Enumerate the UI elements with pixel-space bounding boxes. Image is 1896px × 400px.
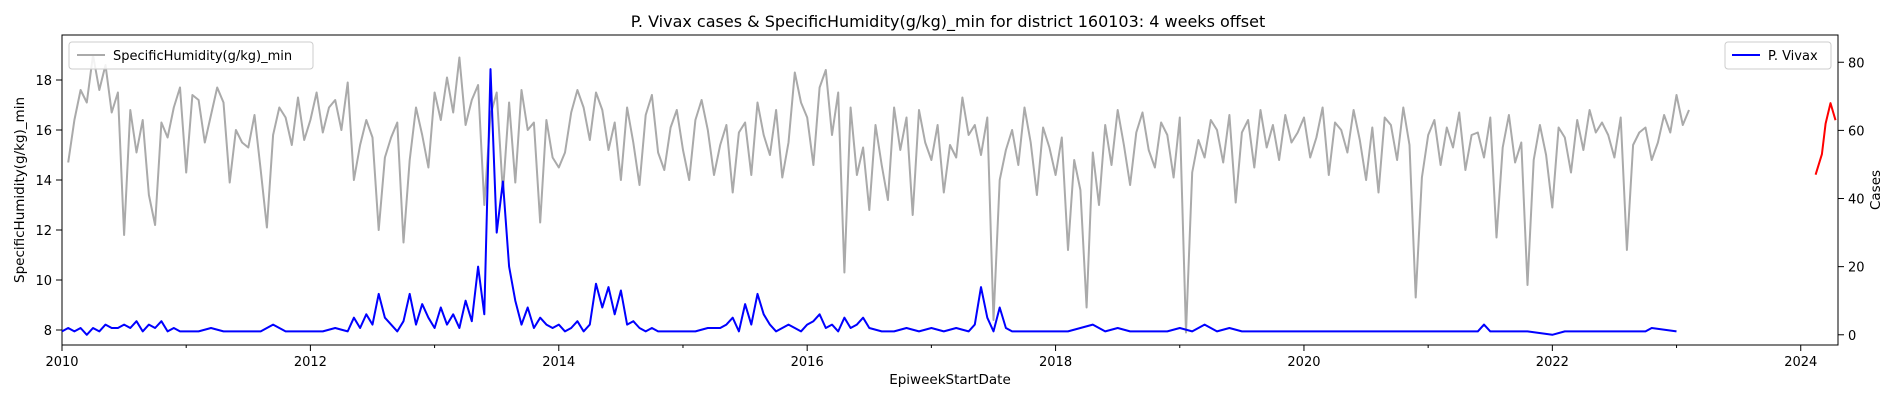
y-left-axis-title: SpecificHumidity(g/kg)_min bbox=[12, 97, 28, 283]
plot-frame bbox=[61, 34, 1839, 346]
cases-series-layer bbox=[61, 68, 1677, 336]
x-tick-label: 2024 bbox=[1784, 355, 1817, 370]
chart-title: P. Vivax cases & SpecificHumidity(g/kg)_… bbox=[631, 12, 1266, 32]
x-tick-label: 2014 bbox=[542, 355, 575, 370]
x-tick-label: 2012 bbox=[294, 355, 327, 370]
y-right-tick-label: 60 bbox=[1848, 124, 1865, 139]
y-right-tick-label: 80 bbox=[1848, 56, 1865, 71]
y-left-tick-label: 16 bbox=[35, 124, 52, 139]
x-tick-label: 2022 bbox=[1536, 355, 1569, 370]
legend-humidity-label: SpecificHumidity(g/kg)_min bbox=[113, 49, 292, 64]
humidity-line bbox=[67, 54, 1690, 334]
x-axis: 2010 2012 2014 2016 2018 2020 2022 2024 bbox=[45, 345, 1817, 370]
y-left-tick-label: 14 bbox=[35, 174, 52, 189]
plot-area bbox=[61, 34, 1839, 346]
x-axis-title: EpiweekStartDate bbox=[889, 372, 1011, 388]
y-left-tick-label: 10 bbox=[35, 274, 52, 289]
y-right-axis: 0 20 40 60 80 bbox=[1838, 56, 1865, 344]
x-tick-label: 2016 bbox=[791, 355, 824, 370]
forecast-line bbox=[1814, 102, 1837, 175]
y-right-tick-label: 0 bbox=[1848, 329, 1856, 344]
legend-vivax-box bbox=[1724, 41, 1832, 70]
y-left-tick-label: 18 bbox=[35, 74, 52, 89]
y-left-tick-label: 8 bbox=[44, 324, 52, 339]
x-tick-label: 2020 bbox=[1287, 355, 1320, 370]
legend-humidity-box bbox=[68, 41, 314, 70]
x-tick-label: 2010 bbox=[45, 355, 78, 370]
legend-humidity: SpecificHumidity(g/kg)_min bbox=[68, 41, 314, 70]
y-right-axis-title: Cases bbox=[1868, 170, 1884, 210]
legend-vivax: P. Vivax bbox=[1724, 41, 1832, 70]
legend-vivax-label: P. Vivax bbox=[1768, 49, 1818, 64]
vivax-cases-line bbox=[61, 68, 1677, 336]
x-tick-label: 2018 bbox=[1039, 355, 1072, 370]
humidity-series-layer bbox=[67, 54, 1690, 334]
y-left-axis: 8 10 12 14 16 18 bbox=[35, 74, 62, 339]
y-right-tick-label: 20 bbox=[1848, 261, 1865, 276]
y-right-tick-label: 40 bbox=[1848, 193, 1865, 208]
forecast-series-layer bbox=[1814, 102, 1837, 175]
y-left-tick-label: 12 bbox=[35, 224, 52, 239]
